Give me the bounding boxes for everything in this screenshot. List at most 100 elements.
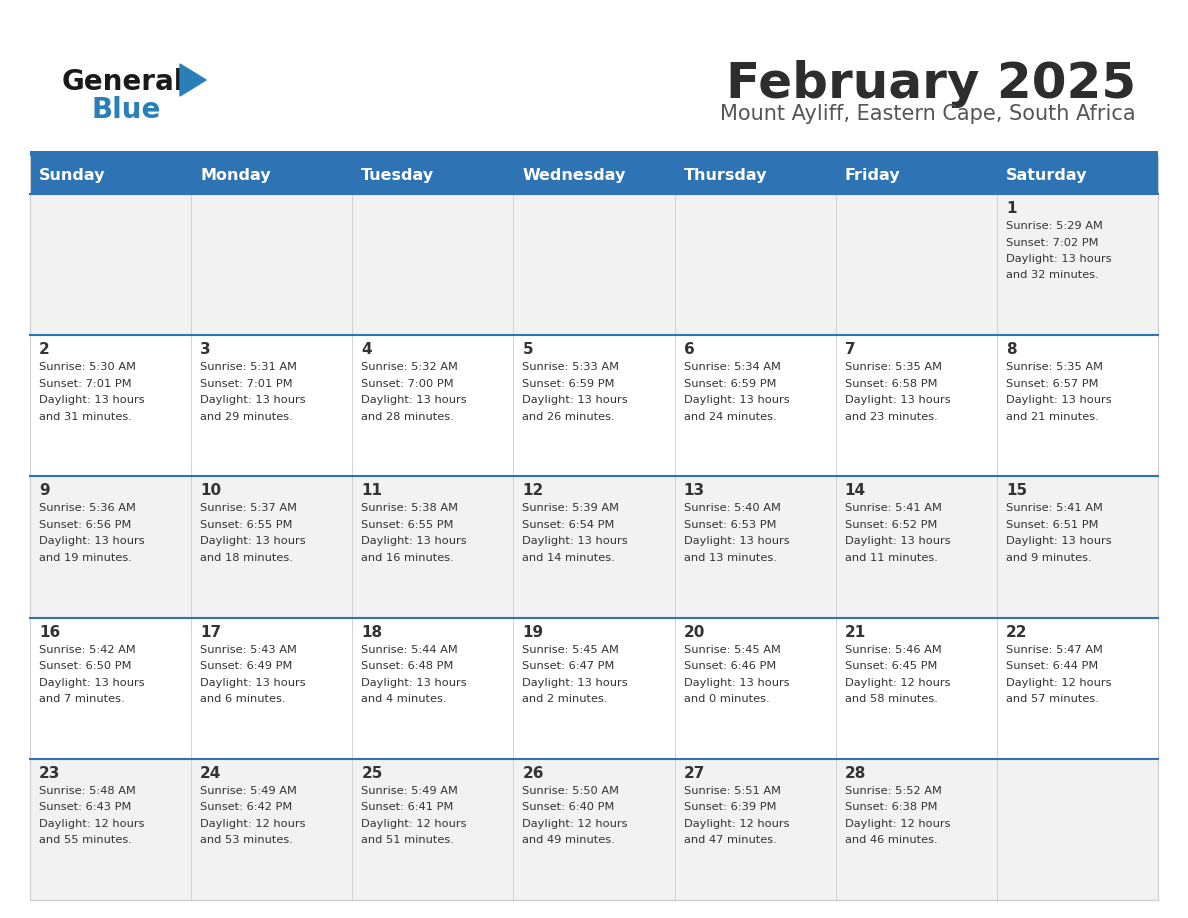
Text: and 29 minutes.: and 29 minutes. [200, 411, 293, 421]
Text: 12: 12 [523, 484, 544, 498]
Bar [30, 151, 1158, 156]
Text: Sunrise: 5:38 AM: Sunrise: 5:38 AM [361, 503, 459, 513]
Text: Sunset: 6:48 PM: Sunset: 6:48 PM [361, 661, 454, 671]
Text: Daylight: 13 hours: Daylight: 13 hours [683, 536, 789, 546]
Text: Sunset: 6:55 PM: Sunset: 6:55 PM [361, 520, 454, 530]
Text: Sunset: 6:59 PM: Sunset: 6:59 PM [523, 379, 615, 388]
Text: Sunrise: 5:29 AM: Sunrise: 5:29 AM [1006, 221, 1102, 231]
Text: Sunset: 6:39 PM: Sunset: 6:39 PM [683, 802, 776, 812]
Text: 2: 2 [39, 342, 50, 357]
Text: Sunset: 6:43 PM: Sunset: 6:43 PM [39, 802, 132, 812]
Text: Sunrise: 5:43 AM: Sunrise: 5:43 AM [200, 644, 297, 655]
Text: 16: 16 [39, 624, 61, 640]
Text: Sunrise: 5:32 AM: Sunrise: 5:32 AM [361, 363, 459, 372]
Text: and 23 minutes.: and 23 minutes. [845, 411, 937, 421]
Text: Sunset: 7:01 PM: Sunset: 7:01 PM [200, 379, 292, 388]
Text: 21: 21 [845, 624, 866, 640]
Text: Daylight: 13 hours: Daylight: 13 hours [1006, 396, 1112, 405]
Bar [30, 618, 1158, 759]
Text: Sunset: 6:42 PM: Sunset: 6:42 PM [200, 802, 292, 812]
Polygon shape [181, 64, 206, 96]
Text: Sunset: 6:46 PM: Sunset: 6:46 PM [683, 661, 776, 671]
Text: and 13 minutes.: and 13 minutes. [683, 553, 777, 563]
Text: Sunset: 6:45 PM: Sunset: 6:45 PM [845, 661, 937, 671]
Text: and 14 minutes.: and 14 minutes. [523, 553, 615, 563]
Text: and 55 minutes.: and 55 minutes. [39, 835, 132, 845]
Bar [30, 156, 1158, 194]
Text: Sunrise: 5:30 AM: Sunrise: 5:30 AM [39, 363, 135, 372]
Text: and 57 minutes.: and 57 minutes. [1006, 694, 1099, 704]
Text: Sunrise: 5:35 AM: Sunrise: 5:35 AM [1006, 363, 1102, 372]
Text: 13: 13 [683, 484, 704, 498]
Text: Sunset: 6:53 PM: Sunset: 6:53 PM [683, 520, 776, 530]
Text: Daylight: 12 hours: Daylight: 12 hours [683, 819, 789, 829]
Text: Daylight: 13 hours: Daylight: 13 hours [39, 677, 145, 688]
Text: Sunset: 6:52 PM: Sunset: 6:52 PM [845, 520, 937, 530]
Text: Daylight: 13 hours: Daylight: 13 hours [523, 677, 628, 688]
Text: 18: 18 [361, 624, 383, 640]
Text: 24: 24 [200, 766, 221, 781]
Text: and 31 minutes.: and 31 minutes. [39, 411, 132, 421]
Text: Sunrise: 5:36 AM: Sunrise: 5:36 AM [39, 503, 135, 513]
Text: Daylight: 12 hours: Daylight: 12 hours [845, 819, 950, 829]
Text: Sunrise: 5:41 AM: Sunrise: 5:41 AM [845, 503, 942, 513]
Text: and 21 minutes.: and 21 minutes. [1006, 411, 1099, 421]
Text: Sunrise: 5:35 AM: Sunrise: 5:35 AM [845, 363, 942, 372]
Text: 10: 10 [200, 484, 221, 498]
Text: and 11 minutes.: and 11 minutes. [845, 553, 937, 563]
Text: Blue: Blue [91, 96, 162, 124]
Text: Sunset: 6:54 PM: Sunset: 6:54 PM [523, 520, 615, 530]
Bar [30, 335, 1158, 476]
Text: and 6 minutes.: and 6 minutes. [200, 694, 285, 704]
Text: 4: 4 [361, 342, 372, 357]
Text: Tuesday: Tuesday [361, 168, 435, 184]
Text: and 53 minutes.: and 53 minutes. [200, 835, 293, 845]
Text: and 24 minutes.: and 24 minutes. [683, 411, 776, 421]
Text: 3: 3 [200, 342, 210, 357]
Text: Daylight: 13 hours: Daylight: 13 hours [523, 396, 628, 405]
Text: and 18 minutes.: and 18 minutes. [200, 553, 293, 563]
Text: Daylight: 12 hours: Daylight: 12 hours [1006, 677, 1111, 688]
Text: Daylight: 13 hours: Daylight: 13 hours [39, 396, 145, 405]
Text: Daylight: 13 hours: Daylight: 13 hours [523, 536, 628, 546]
Text: Sunset: 6:57 PM: Sunset: 6:57 PM [1006, 379, 1099, 388]
Text: General: General [62, 68, 184, 96]
Text: Sunrise: 5:47 AM: Sunrise: 5:47 AM [1006, 644, 1102, 655]
Text: Mount Ayliff, Eastern Cape, South Africa: Mount Ayliff, Eastern Cape, South Africa [720, 104, 1136, 124]
Text: 17: 17 [200, 624, 221, 640]
Text: Sunrise: 5:37 AM: Sunrise: 5:37 AM [200, 503, 297, 513]
Text: Sunrise: 5:34 AM: Sunrise: 5:34 AM [683, 363, 781, 372]
Text: 8: 8 [1006, 342, 1017, 357]
Text: Sunrise: 5:33 AM: Sunrise: 5:33 AM [523, 363, 619, 372]
Text: Sunrise: 5:49 AM: Sunrise: 5:49 AM [200, 786, 297, 796]
Text: Daylight: 13 hours: Daylight: 13 hours [361, 396, 467, 405]
Text: and 19 minutes.: and 19 minutes. [39, 553, 132, 563]
Text: Sunset: 6:59 PM: Sunset: 6:59 PM [683, 379, 776, 388]
Text: Daylight: 12 hours: Daylight: 12 hours [361, 819, 467, 829]
Text: Daylight: 13 hours: Daylight: 13 hours [200, 677, 305, 688]
Text: Sunrise: 5:39 AM: Sunrise: 5:39 AM [523, 503, 619, 513]
Text: 1: 1 [1006, 201, 1017, 216]
Text: and 49 minutes.: and 49 minutes. [523, 835, 615, 845]
Text: and 32 minutes.: and 32 minutes. [1006, 271, 1099, 281]
Text: Thursday: Thursday [683, 168, 767, 184]
Text: Sunday: Sunday [39, 168, 106, 184]
Text: Daylight: 13 hours: Daylight: 13 hours [683, 677, 789, 688]
Text: Sunrise: 5:40 AM: Sunrise: 5:40 AM [683, 503, 781, 513]
Text: 22: 22 [1006, 624, 1028, 640]
Text: Sunset: 6:44 PM: Sunset: 6:44 PM [1006, 661, 1098, 671]
Text: 27: 27 [683, 766, 704, 781]
Bar [30, 476, 1158, 618]
Text: and 9 minutes.: and 9 minutes. [1006, 553, 1092, 563]
Text: 15: 15 [1006, 484, 1026, 498]
Text: Friday: Friday [845, 168, 901, 184]
Text: 6: 6 [683, 342, 694, 357]
Text: Daylight: 13 hours: Daylight: 13 hours [361, 677, 467, 688]
Text: Daylight: 12 hours: Daylight: 12 hours [200, 819, 305, 829]
Text: Sunrise: 5:42 AM: Sunrise: 5:42 AM [39, 644, 135, 655]
Text: Sunrise: 5:52 AM: Sunrise: 5:52 AM [845, 786, 942, 796]
Text: 5: 5 [523, 342, 533, 357]
Text: 20: 20 [683, 624, 704, 640]
Text: Sunset: 6:56 PM: Sunset: 6:56 PM [39, 520, 132, 530]
Text: and 58 minutes.: and 58 minutes. [845, 694, 937, 704]
